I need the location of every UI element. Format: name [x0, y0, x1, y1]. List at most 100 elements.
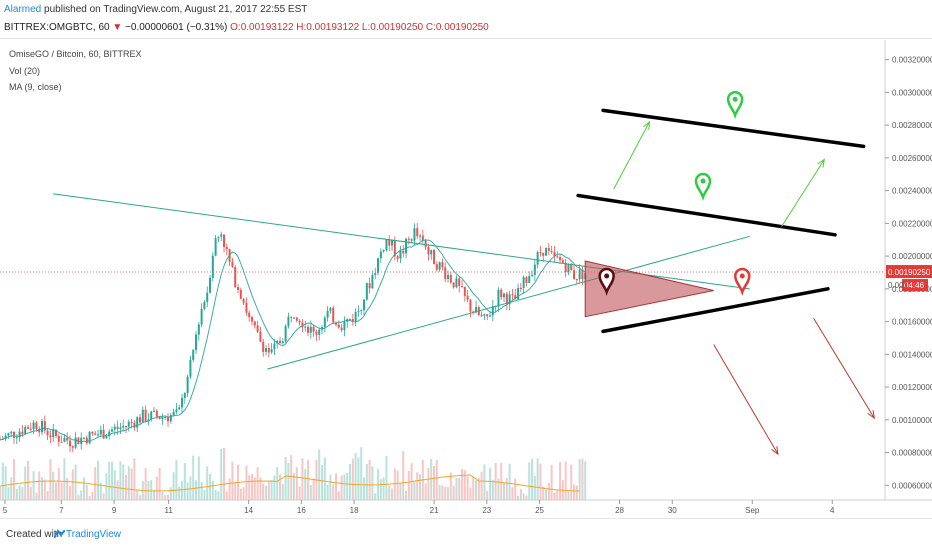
- volume-bar: [175, 460, 178, 500]
- location-marker-dot: [739, 273, 745, 279]
- volume-bar: [318, 449, 321, 500]
- candle-body: [578, 269, 581, 280]
- candle-body: [273, 343, 276, 350]
- support-line[interactable]: [601, 287, 830, 334]
- volume-bar: [461, 469, 464, 500]
- volume-bar: [203, 489, 206, 500]
- candle-body: [158, 416, 161, 420]
- candle-body: [262, 341, 265, 352]
- volume-bar: [10, 477, 13, 500]
- volume-bar: [155, 476, 158, 500]
- candle-body: [251, 317, 254, 322]
- candle-body: [379, 251, 382, 259]
- volume-bar: [111, 461, 114, 500]
- candle-body: [575, 278, 578, 280]
- y-tick-label: 0.00080000: [892, 449, 932, 458]
- volume-bar: [220, 448, 223, 500]
- location-marker-dot: [732, 96, 738, 102]
- volume-bar: [522, 493, 525, 500]
- volume-bar: [144, 467, 147, 500]
- volume-bar: [351, 458, 354, 500]
- y-tick-label: 0.00300000: [892, 88, 932, 97]
- volume-bar: [35, 492, 38, 500]
- volume-bar: [130, 468, 133, 500]
- volume-bar: [113, 470, 116, 500]
- candle-body: [461, 286, 464, 288]
- volume-bar: [43, 479, 46, 500]
- location-marker-icon[interactable]: [734, 267, 751, 296]
- candle-body: [561, 260, 564, 263]
- x-tick-label: 11: [164, 506, 173, 515]
- candle-body: [27, 427, 30, 429]
- volume-bar: [525, 495, 528, 500]
- candle-body: [74, 437, 77, 448]
- pattern-triangle[interactable]: [584, 260, 714, 318]
- candle-body: [483, 314, 486, 316]
- author-link[interactable]: Alarmed: [4, 4, 42, 15]
- candle-body: [424, 240, 427, 248]
- published-text: published on TradingView.com, August 21,…: [44, 4, 308, 15]
- chart-title: OmiseGO / Bitcoin, 60, BITTREX: [9, 49, 142, 59]
- candle-body: [315, 331, 318, 335]
- volume-bar: [153, 489, 156, 500]
- last-price-label: 0.00190250: [888, 268, 931, 277]
- bearish-arrow[interactable]: [713, 344, 779, 455]
- volume-bar: [326, 484, 329, 500]
- y-tick-label: 0.00140000: [892, 350, 932, 359]
- volume-bar: [500, 462, 503, 500]
- price-chart[interactable]: 0.00320000 0.00300000 0.00280000 0.00260000…: [0, 0, 932, 518]
- location-marker-icon[interactable]: [726, 90, 744, 120]
- bullish-arrow[interactable]: [781, 159, 825, 227]
- volume-bar: [225, 491, 228, 500]
- volume-bar: [570, 464, 573, 500]
- candle-body: [475, 307, 478, 313]
- candle-body: [545, 248, 548, 256]
- volume-bar: [469, 487, 472, 500]
- candle-body: [108, 431, 111, 437]
- location-marker-icon[interactable]: [598, 267, 615, 296]
- candle-body: [287, 316, 290, 326]
- ma-line: [0, 239, 586, 443]
- location-marker-icon[interactable]: [694, 172, 712, 202]
- candle-body: [248, 312, 251, 318]
- triangle-lower-trendline[interactable]: [267, 235, 750, 370]
- volume-bar: [13, 459, 16, 500]
- volume-bar: [444, 486, 447, 500]
- ma-indicator-label[interactable]: MA (9, close): [9, 82, 62, 92]
- candle-body: [399, 250, 402, 259]
- volume-bar: [167, 494, 170, 500]
- bullish-arrow[interactable]: [613, 121, 650, 190]
- candle-body: [295, 317, 298, 321]
- candle-body: [505, 293, 508, 305]
- volume-bar: [290, 455, 293, 500]
- volume-bar: [0, 486, 1, 500]
- candle-body: [167, 417, 170, 422]
- volume-bar: [88, 495, 91, 500]
- candle-body: [573, 270, 576, 279]
- volume-bar: [55, 482, 58, 500]
- candle-body: [570, 263, 573, 271]
- candle-body: [88, 431, 91, 444]
- volume-bar: [438, 484, 441, 500]
- volume-bar: [259, 477, 262, 500]
- target-channel-lower-line[interactable]: [576, 193, 837, 237]
- candle-body: [427, 247, 430, 255]
- candle-body: [525, 277, 528, 283]
- change-arrow-icon: ▼: [112, 22, 123, 33]
- volume-bar: [547, 482, 550, 500]
- volume-bar: [4, 466, 7, 500]
- candle-body: [32, 422, 35, 430]
- volume-bar: [24, 466, 27, 500]
- target-channel-upper-line[interactable]: [601, 108, 866, 149]
- bearish-arrow[interactable]: [813, 318, 875, 419]
- volume-bar: [309, 485, 312, 500]
- candle-body: [368, 283, 371, 289]
- volume-bar: [307, 460, 310, 500]
- volume-bar: [214, 490, 217, 500]
- volume-indicator-label[interactable]: Vol (20): [9, 66, 41, 76]
- tradingview-link[interactable]: TradingView: [66, 529, 122, 540]
- candle-body: [57, 436, 60, 442]
- candle-body: [130, 421, 133, 423]
- candle-body: [354, 312, 357, 322]
- volume-bar: [340, 475, 343, 500]
